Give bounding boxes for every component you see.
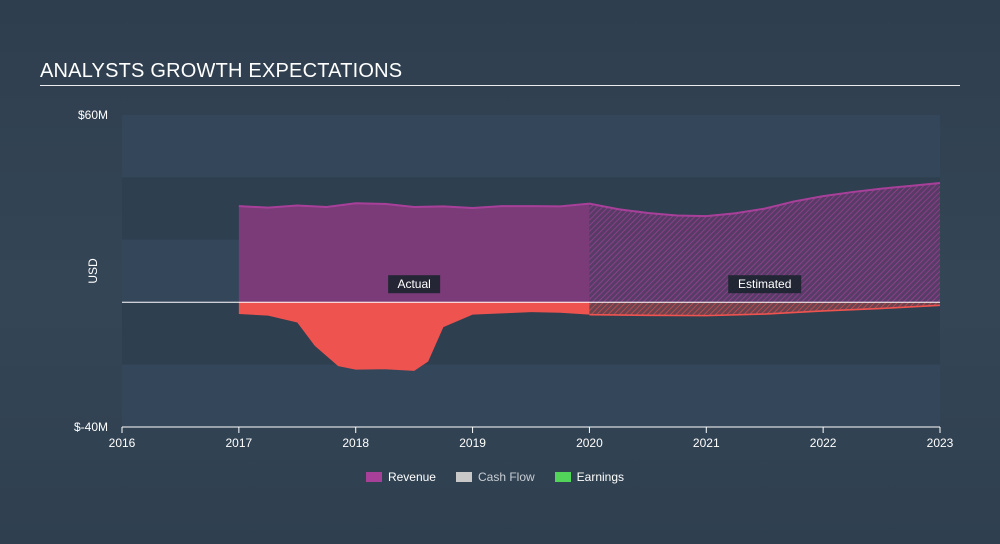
chart-title: ANALYSTS GROWTH EXPECTATIONS bbox=[40, 60, 403, 82]
revenue-area-actual bbox=[238, 203, 590, 303]
earnings-line-estimated bbox=[589, 304, 941, 317]
legend-swatch-cash-flow bbox=[455, 472, 472, 482]
legend: Revenue Cash Flow Earnings bbox=[0, 470, 990, 484]
axes: 2016 2017 2018 2019 2020 2021 2022 2023 $60M $-40… bbox=[74, 108, 954, 450]
legend-item-cash-flow[interactable]: Cash Flow bbox=[455, 470, 535, 484]
actual-label: Actual bbox=[397, 277, 430, 291]
annotation-labels: Actual Estimated bbox=[388, 275, 802, 294]
estimated-label: Estimated bbox=[738, 277, 791, 291]
x-tick-label: 2021 bbox=[693, 436, 720, 450]
legend-item-earnings[interactable]: Earnings bbox=[554, 470, 625, 484]
legend-label-revenue: Revenue bbox=[387, 470, 436, 484]
legend-label-earnings: Earnings bbox=[576, 470, 625, 484]
plot-band bbox=[122, 364, 940, 427]
legend-swatch-revenue bbox=[365, 472, 382, 482]
x-tick-label: 2018 bbox=[342, 436, 369, 450]
x-tick-label: 2016 bbox=[109, 436, 136, 450]
revenue-area-estimated bbox=[589, 183, 940, 303]
x-tick-label: 2017 bbox=[226, 436, 253, 450]
earnings-area-actual bbox=[238, 302, 590, 371]
title-divider bbox=[40, 85, 960, 86]
y-tick-label-top: $60M bbox=[78, 108, 108, 122]
plot-band bbox=[122, 115, 940, 178]
earnings-area-estimated bbox=[589, 302, 940, 316]
legend-swatch-earnings bbox=[554, 472, 571, 482]
estimated-label-bg bbox=[728, 275, 802, 294]
actual-label-bg bbox=[388, 275, 441, 294]
x-tick-label: 2020 bbox=[576, 436, 603, 450]
x-tick-label: 2019 bbox=[459, 436, 486, 450]
x-tick-label: 2023 bbox=[927, 436, 954, 450]
legend-item-revenue[interactable]: Revenue bbox=[365, 470, 436, 484]
y-tick-label-bottom: $-40M bbox=[74, 420, 108, 434]
x-tick-label: 2022 bbox=[810, 436, 837, 450]
revenue-line bbox=[238, 182, 941, 218]
legend-label-cash-flow: Cash Flow bbox=[477, 470, 535, 484]
data-areas bbox=[238, 182, 941, 371]
y-axis-label: USD bbox=[86, 258, 100, 284]
